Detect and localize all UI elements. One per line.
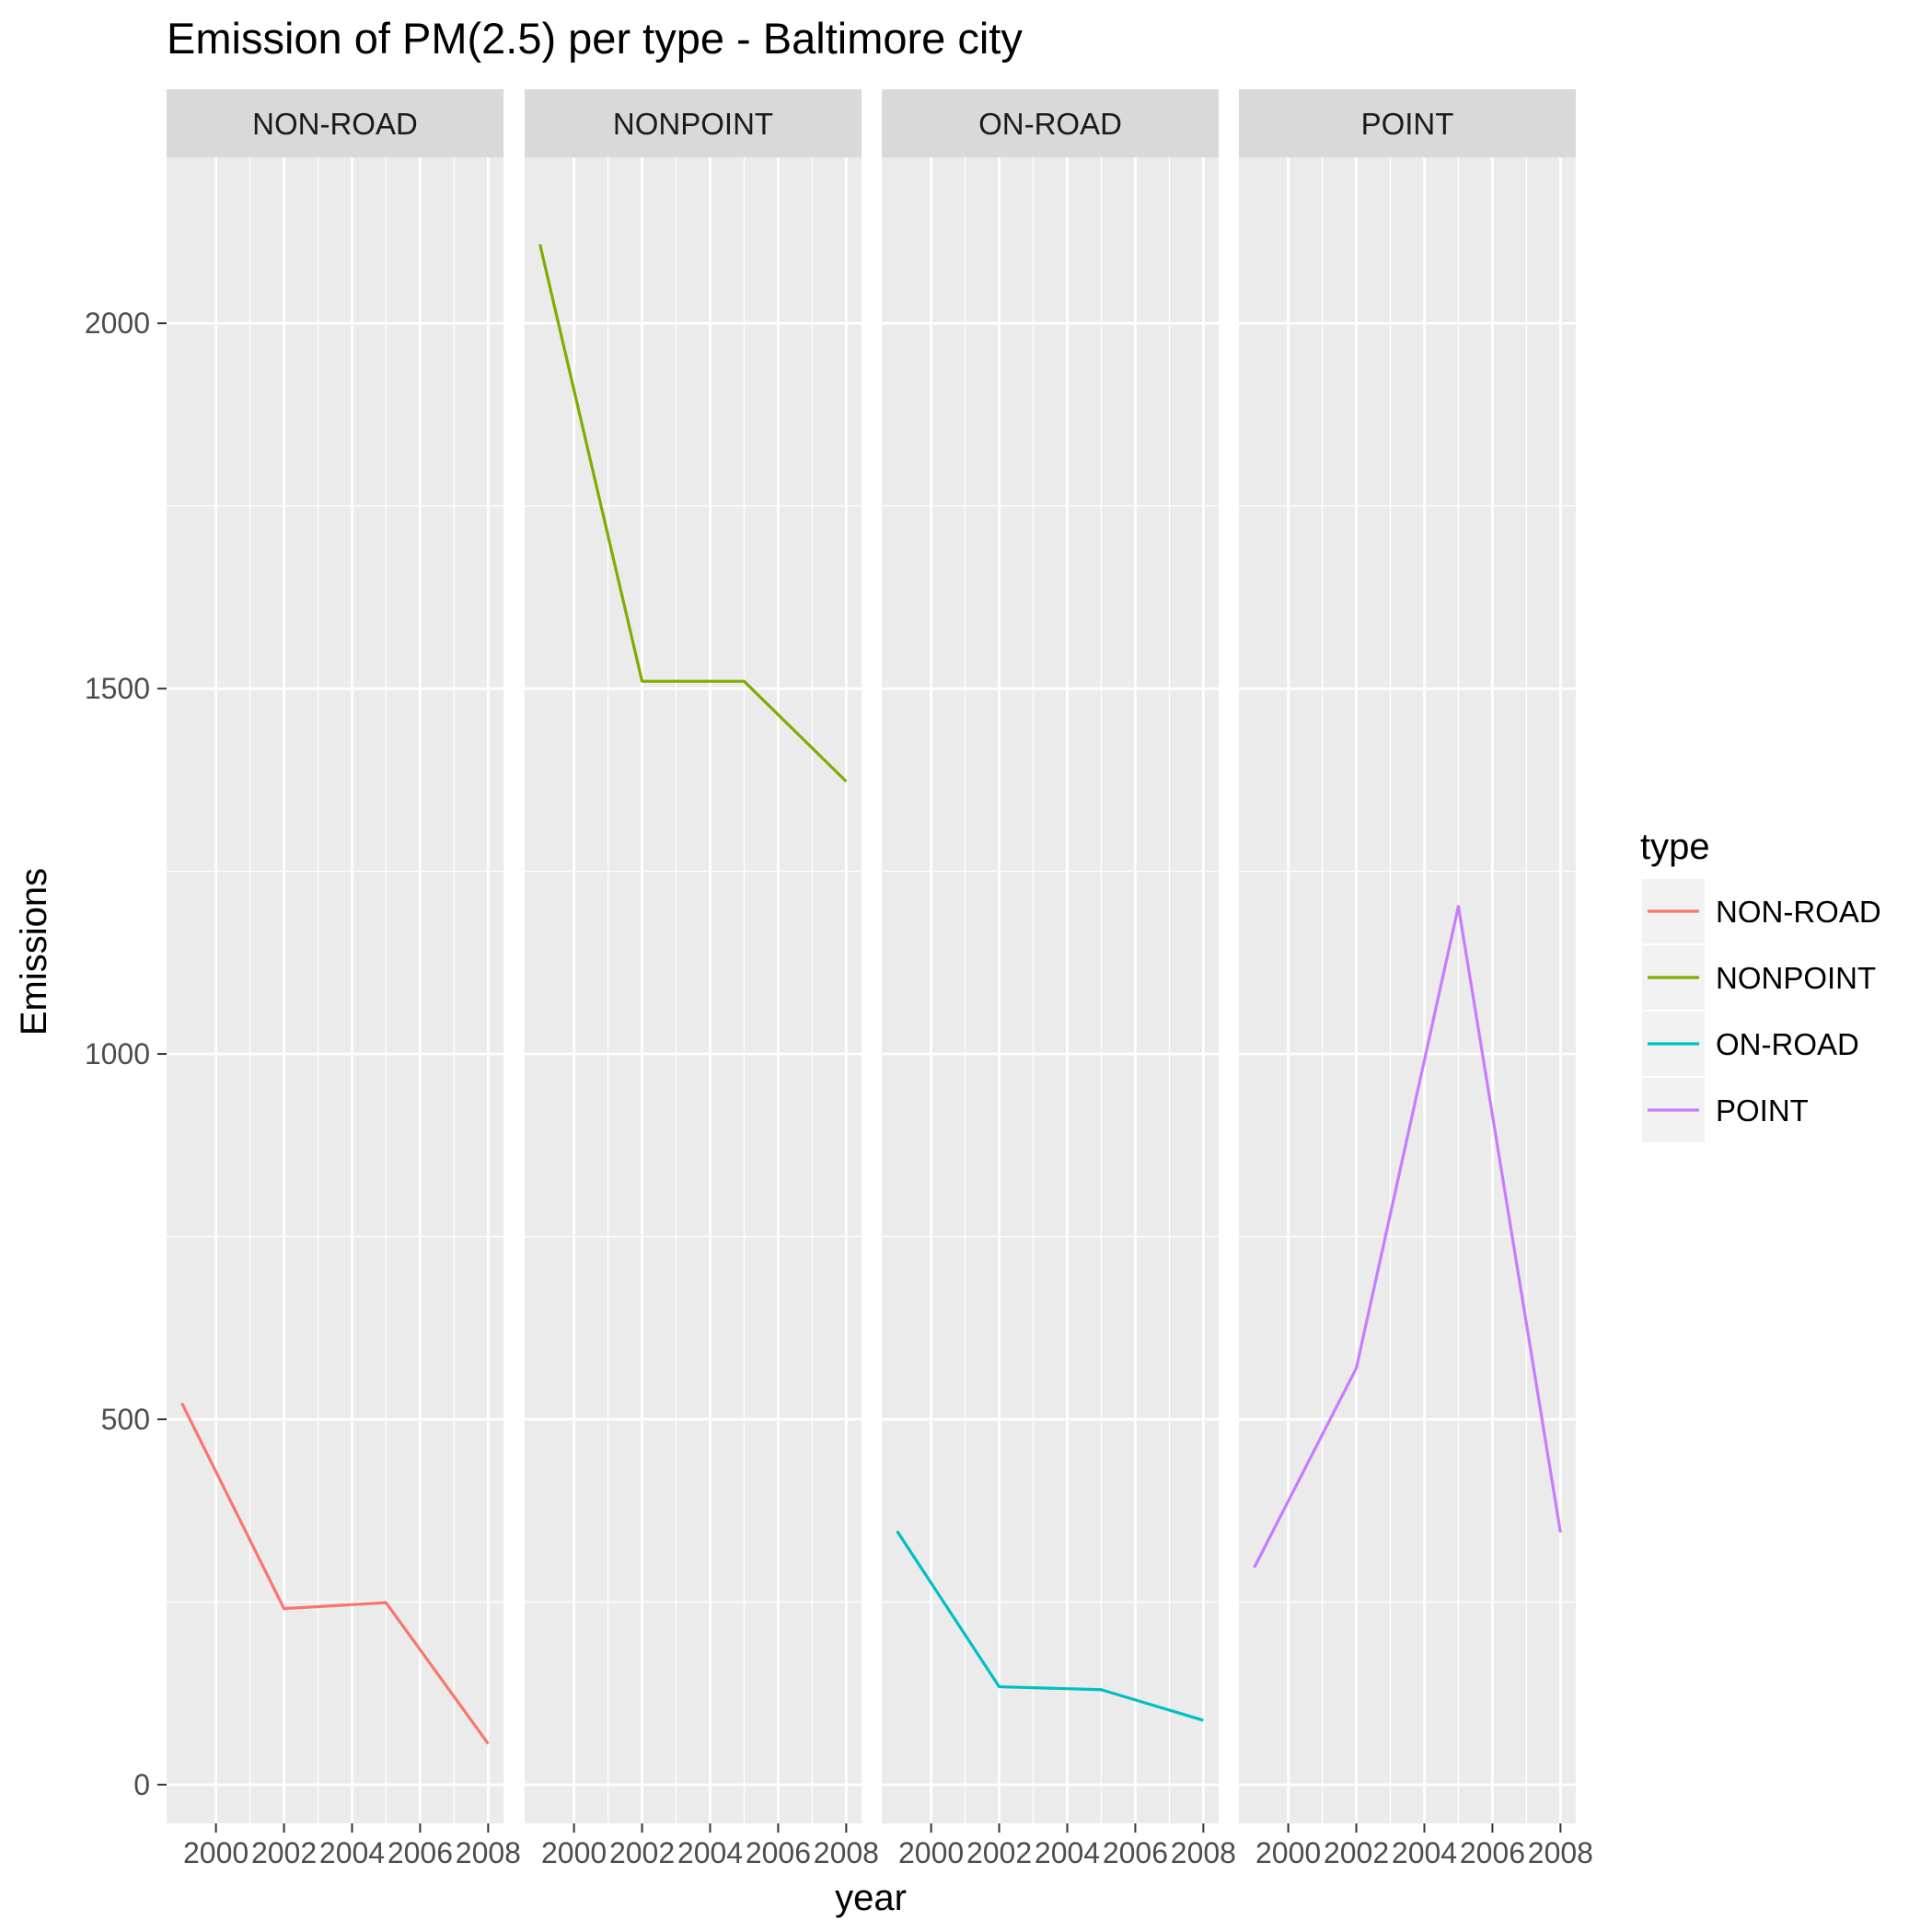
legend-item: NONPOINT bbox=[1642, 945, 1876, 1010]
x-tick-label: 2002 bbox=[1324, 1836, 1389, 1869]
series-line-nonpoint bbox=[538, 244, 848, 783]
panel-background bbox=[167, 157, 503, 1823]
legend-item: ON-ROAD bbox=[1642, 1012, 1859, 1076]
x-tick-label: 2004 bbox=[1035, 1836, 1100, 1869]
series-line-non-road bbox=[180, 1402, 490, 1745]
legend-item: NON-ROAD bbox=[1642, 879, 1881, 943]
facet-strip-label: POINT bbox=[1361, 107, 1454, 141]
x-tick-label: 2006 bbox=[1460, 1836, 1525, 1869]
x-tick-label: 2008 bbox=[1171, 1836, 1236, 1869]
x-tick-label: 2006 bbox=[746, 1836, 811, 1869]
panel-background bbox=[882, 157, 1219, 1823]
series-line-point bbox=[1253, 905, 1562, 1568]
x-tick-label: 2008 bbox=[1528, 1836, 1593, 1869]
facet-panel-on-road: ON-ROAD 2000 2002 2004 2006 2008 bbox=[882, 89, 1236, 1869]
y-tick-label: 500 bbox=[101, 1403, 150, 1436]
y-tick-label: 1000 bbox=[85, 1037, 150, 1070]
x-tick-label: 2000 bbox=[1255, 1836, 1321, 1869]
facet-panel-nonpoint: NONPOINT 2000 2002 2004 2006 2008 bbox=[525, 89, 879, 1869]
x-tick-label: 2004 bbox=[677, 1836, 743, 1869]
panel-background bbox=[1239, 157, 1576, 1823]
facet-strip-label: ON-ROAD bbox=[978, 107, 1122, 141]
legend-label: ON-ROAD bbox=[1716, 1027, 1859, 1061]
legend-label: NON-ROAD bbox=[1716, 895, 1881, 929]
x-tick-label: 2004 bbox=[1392, 1836, 1457, 1869]
x-tick-label: 2004 bbox=[319, 1836, 385, 1869]
facet-panel-non-road: NON-ROAD 2000 2002 2004 2006 2008 bbox=[167, 89, 521, 1869]
x-tick-label: 2008 bbox=[814, 1836, 879, 1869]
y-tick-label: 2000 bbox=[85, 307, 150, 340]
y-tick-label: 1500 bbox=[85, 672, 150, 705]
x-tick-label: 2002 bbox=[251, 1836, 317, 1869]
facet-strip bbox=[1239, 89, 1576, 157]
x-tick-label: 2002 bbox=[966, 1836, 1032, 1869]
x-tick-label: 2008 bbox=[456, 1836, 521, 1869]
legend-item: POINT bbox=[1642, 1078, 1809, 1142]
chart-title: Emission of PM(2.5) per type - Baltimore… bbox=[167, 14, 1023, 63]
facet-strip bbox=[882, 89, 1219, 157]
facet-strip-label: NON-ROAD bbox=[252, 107, 418, 141]
x-tick-label: 2000 bbox=[898, 1836, 964, 1869]
facet-strip bbox=[525, 89, 862, 157]
facet-panel-point: POINT 2000 2002 2004 2006 2008 bbox=[1239, 89, 1593, 1869]
legend-label: POINT bbox=[1716, 1093, 1809, 1128]
x-tick-label: 2006 bbox=[1103, 1836, 1168, 1869]
x-tick-label: 2002 bbox=[609, 1836, 675, 1869]
legend-title: type bbox=[1640, 827, 1710, 867]
x-tick-label: 2000 bbox=[541, 1836, 607, 1869]
series-line-on-road bbox=[896, 1530, 1204, 1722]
y-axis-title: Emissions bbox=[14, 868, 54, 1035]
x-axis-title: year bbox=[835, 1878, 907, 1918]
legend-label: NONPOINT bbox=[1716, 961, 1876, 995]
y-tick-label: 0 bbox=[133, 1768, 150, 1801]
y-axis: 0 500 1000 1500 2000 bbox=[85, 307, 167, 1801]
x-tick-label: 2000 bbox=[183, 1836, 249, 1869]
facet-strip bbox=[167, 89, 503, 157]
x-tick-label: 2006 bbox=[388, 1836, 453, 1869]
facet-strip-label: NONPOINT bbox=[613, 107, 773, 141]
panel-background bbox=[525, 157, 862, 1823]
